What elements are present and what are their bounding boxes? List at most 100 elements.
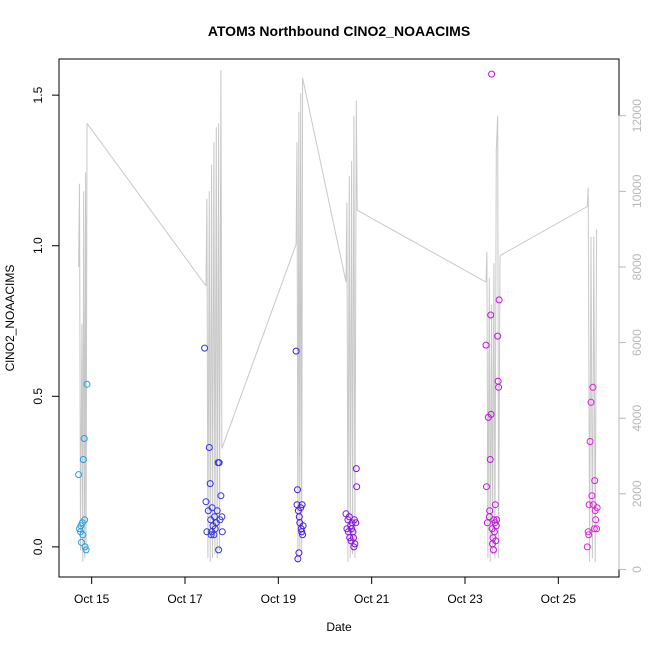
data-point (299, 522, 307, 530)
data-point (585, 501, 593, 509)
data-point (352, 465, 360, 473)
y-axis: 0.0 0.5 1.0 1.5 (31, 86, 60, 555)
secondary-line-segment (295, 77, 304, 562)
data-point (586, 438, 594, 445)
data-point (80, 435, 88, 442)
data-point (292, 347, 300, 355)
data-point (350, 543, 358, 551)
data-point (294, 486, 301, 494)
y-axis-label: ClNO2_NOAACIMS (3, 265, 17, 372)
data-point (486, 456, 494, 463)
data-point (218, 513, 226, 521)
secondary-line-segment (78, 123, 88, 562)
secondary-series-layer (78, 70, 598, 562)
secondary-line-segment (499, 206, 588, 257)
data-point (488, 70, 496, 78)
data-point (81, 516, 89, 524)
x-tick-label: Oct 19 (261, 592, 297, 606)
data-point (593, 525, 601, 533)
x-axis-label: Date (326, 620, 352, 634)
data-point (345, 513, 353, 521)
data-point (353, 483, 361, 491)
data-point (298, 501, 306, 509)
y2-tick-label: 2000 (630, 480, 644, 507)
x-tick-label: Oct 15 (74, 592, 110, 606)
data-point (299, 531, 307, 539)
y-tick-label: 0.5 (31, 388, 45, 405)
y2-tick-label: 6000 (630, 329, 644, 356)
data-point (584, 528, 592, 536)
secondary-line-segment (205, 70, 223, 562)
data-point (490, 546, 497, 554)
y-tick-label: 1.5 (31, 86, 45, 103)
data-point (75, 471, 83, 479)
data-point (217, 492, 225, 500)
data-point (483, 483, 490, 491)
data-point (492, 537, 500, 545)
y2-tick-label: 8000 (630, 253, 644, 280)
data-point (215, 546, 223, 554)
secondary-line-segment (485, 115, 501, 562)
data-point (82, 546, 90, 554)
data-point (218, 528, 226, 536)
data-point (585, 531, 593, 539)
x-tick-label: Oct 25 (541, 592, 577, 606)
data-point (592, 516, 600, 524)
y2-tick-label: 0 (630, 566, 644, 573)
data-point (483, 519, 491, 527)
data-point (486, 507, 494, 515)
data-point (83, 380, 91, 388)
secondary-line-segment (345, 100, 358, 562)
data-point (583, 543, 591, 551)
data-point (210, 513, 218, 521)
data-point (351, 540, 359, 548)
data-point (81, 543, 89, 551)
data-point (491, 501, 499, 509)
data-point (593, 504, 601, 512)
data-point (482, 341, 490, 349)
data-point (206, 480, 214, 488)
data-point (215, 459, 223, 467)
data-point (207, 531, 215, 539)
y2-axis: 0 2000 4000 6000 8000 10000 12000 (618, 99, 644, 573)
secondary-line-segment (86, 123, 207, 287)
data-point (487, 410, 495, 418)
data-point (495, 383, 503, 391)
chart-title: ATOM3 Northbound ClNO2_NOAACIMS (208, 23, 470, 39)
data-point (588, 492, 596, 500)
data-point (294, 507, 302, 515)
data-point (208, 504, 216, 512)
data-point (295, 549, 303, 557)
data-point (493, 516, 501, 524)
data-point (352, 519, 360, 527)
data-point (487, 311, 495, 319)
data-point (79, 531, 87, 539)
y-tick-label: 0.0 (31, 538, 45, 555)
data-point (587, 398, 595, 406)
data-point (201, 344, 209, 352)
data-point (591, 477, 599, 485)
data-point (205, 444, 213, 451)
x-tick-label: Oct 17 (167, 592, 203, 606)
x-axis: Oct 15 Oct 17 Oct 19 Oct 21 Oct 23 Oct 25 (74, 576, 577, 606)
data-point (213, 507, 221, 515)
secondary-line-segment (356, 209, 487, 283)
y2-tick-label: 12000 (630, 99, 644, 133)
data-point (589, 383, 597, 391)
x-tick-label: Oct 23 (447, 592, 483, 606)
y2-tick-label: 10000 (630, 174, 644, 208)
data-point (494, 332, 502, 340)
y2-tick-label: 4000 (630, 405, 644, 432)
y-tick-label: 1.0 (31, 237, 45, 254)
data-point (77, 538, 85, 546)
secondary-line-segment (302, 77, 347, 283)
secondary-line-segment (221, 244, 297, 449)
data-point (79, 456, 87, 463)
data-point (490, 516, 498, 524)
plot-frame (58, 58, 620, 578)
points-layer (75, 70, 601, 563)
data-point (590, 525, 598, 533)
data-point (490, 528, 498, 536)
data-point (495, 296, 503, 304)
